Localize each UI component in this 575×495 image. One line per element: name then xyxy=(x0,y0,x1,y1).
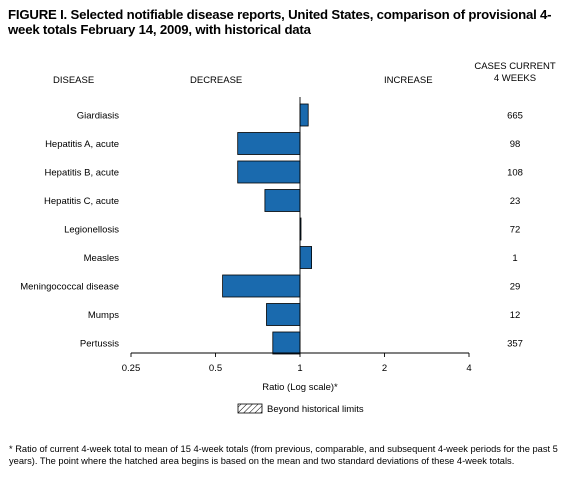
cases-value: 108 xyxy=(507,168,523,179)
cases-header-line2: 4 WEEKS xyxy=(494,73,536,84)
x-tick-label: 2 xyxy=(382,363,387,374)
decrease-header: DECREASE xyxy=(190,75,242,86)
disease-label: Giardiasis xyxy=(77,111,119,122)
cases-value: 98 xyxy=(510,139,521,150)
ratio-bar xyxy=(237,132,301,155)
cases-value: 29 xyxy=(510,282,521,293)
footnote: * Ratio of current 4-week total to mean … xyxy=(9,444,558,466)
ratio-bar xyxy=(299,246,313,269)
ratio-chart: DISEASE DECREASE INCREASE CASES CURRENT … xyxy=(20,61,556,415)
disease-label: Meningococcal disease xyxy=(20,282,119,293)
disease-label: Measles xyxy=(84,253,120,264)
increase-header: INCREASE xyxy=(384,75,433,86)
ratio-bar xyxy=(237,160,301,184)
x-tick-label: 0.5 xyxy=(209,363,222,374)
x-tick-label: 0.25 xyxy=(122,363,141,374)
ratio-bar xyxy=(299,103,309,127)
disease-label: Pertussis xyxy=(80,339,119,350)
cases-value: 12 xyxy=(510,310,521,321)
disease-label: Mumps xyxy=(88,310,119,321)
cases-value: 23 xyxy=(510,196,521,207)
disease-label: Hepatitis B, acute xyxy=(45,168,119,179)
chart-rows: Giardiasis 665 Hepatitis A, acute 98 Hepatit… xyxy=(20,103,523,355)
ratio-bar xyxy=(272,331,301,355)
legend-hatch-swatch xyxy=(237,403,263,414)
ratio-bar xyxy=(222,274,301,298)
x-tick-label: 4 xyxy=(466,363,471,374)
cases-value: 357 xyxy=(507,339,523,350)
disease-header: DISEASE xyxy=(53,75,94,86)
x-tick-label: 1 xyxy=(297,363,302,374)
figure-title: FIGURE I. Selected notifiable disease re… xyxy=(8,7,552,37)
cases-header-line1: CASES CURRENT xyxy=(474,61,555,72)
disease-label: Hepatitis A, acute xyxy=(45,139,119,150)
cases-value: 72 xyxy=(510,225,521,236)
ratio-bar xyxy=(266,303,301,326)
x-axis-label: Ratio (Log scale)* xyxy=(262,382,338,393)
cases-value: 1 xyxy=(512,253,517,264)
disease-label: Legionellosis xyxy=(64,225,119,236)
x-axis: 0.25 0.5 1 2 4 xyxy=(122,97,472,374)
ratio-bar xyxy=(264,189,301,212)
legend-label: Beyond historical limits xyxy=(267,404,364,415)
disease-label: Hepatitis C, acute xyxy=(44,196,119,207)
cases-value: 665 xyxy=(507,111,523,122)
